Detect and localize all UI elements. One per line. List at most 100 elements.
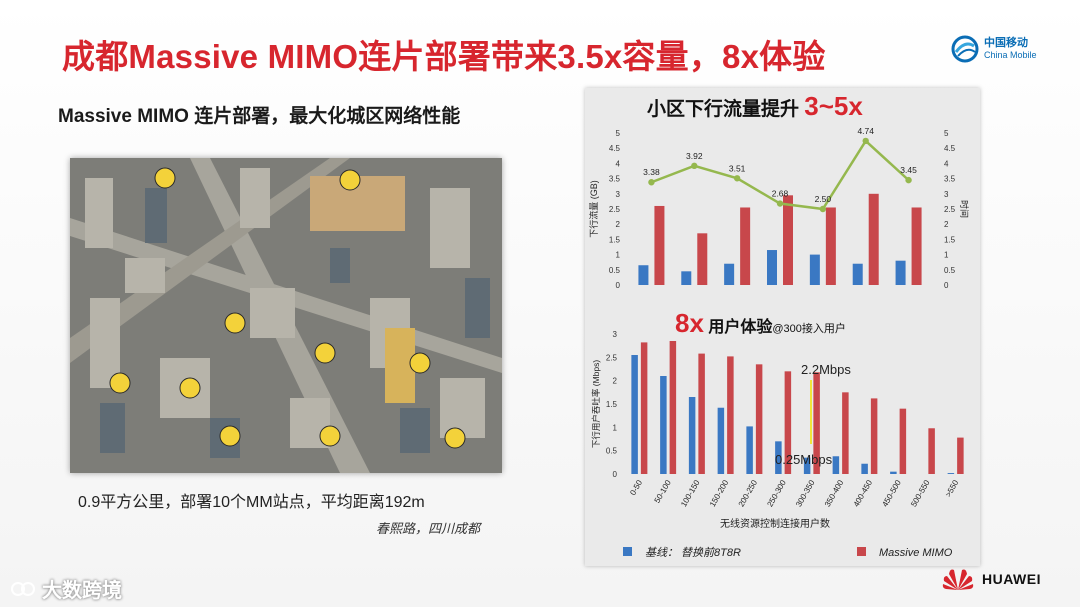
chart2-bar [870, 398, 878, 474]
chart2-ytick: 1 [613, 423, 618, 432]
chart2-ytick: 3 [613, 330, 618, 339]
chart1-bar [740, 207, 751, 285]
chart1-bar [852, 263, 863, 285]
chart1-line-label: 2.50 [815, 194, 832, 204]
chart2-bar [832, 456, 840, 474]
chart2-xtick: 350-400 [823, 478, 846, 508]
chart2-xtick: 500-550 [909, 478, 932, 508]
chart1-line-point [905, 176, 912, 184]
chart1-y2tick: 3 [944, 190, 949, 199]
chart2-xtick: 450-500 [880, 478, 903, 508]
chart1-line-point [862, 137, 869, 145]
huawei-text: HUAWEI [982, 571, 1041, 587]
chart1-y2tick: 1.5 [944, 235, 956, 244]
chart1-bar [868, 193, 879, 285]
chart2-bar [775, 441, 782, 474]
chart2-xtick: 400-450 [852, 478, 875, 508]
chart1-ytick: 3.5 [609, 175, 621, 184]
chart2-ytick: 1.5 [606, 400, 618, 409]
chart2-bar [631, 355, 638, 474]
legend-label-mm: Massive MIMO [879, 547, 953, 559]
chart2-annotation-high: 2.2Mbps [801, 362, 851, 377]
chart1-line-label: 4.74 [857, 126, 874, 136]
chart1-line-point [733, 175, 741, 182]
charts-svg: 小区下行流量提升 3~5x 5 5 4.5 4.5 4 4 3.5 3.5 3 3 2.5 2.5 2 2 1… [588, 91, 970, 559]
watermark: 大数跨境 [10, 574, 122, 603]
chart1-y2tick: 4.5 [944, 144, 956, 153]
chart2-bar [755, 364, 763, 474]
chart1-line-label: 3.38 [643, 167, 660, 177]
chart1-bar [809, 254, 820, 285]
left-subtitle: Massive MIMO 连片部署，最大化城区网络性能 [58, 106, 461, 127]
chart2-ytick: 2 [613, 377, 618, 386]
chart1-bar [724, 263, 735, 285]
chart1-y2tick: 2 [944, 220, 949, 229]
chart2-xtick: 300-350 [794, 478, 817, 508]
chart1-bar [825, 207, 836, 285]
chart2-ytick: 2.5 [606, 353, 618, 362]
watermark-icon [11, 581, 35, 596]
chart1-ytick: 0.5 [609, 266, 621, 275]
chart2-ylabel: 下行用户吞吐率 (Mbps) [591, 360, 601, 448]
chart2-bar [890, 471, 897, 474]
photo-caption: 0.9平方公里，部署10个MM站点，平均距离192m [78, 494, 425, 511]
chart2-bar [957, 437, 964, 474]
chart1-ytick: 2 [616, 220, 621, 229]
chart2-xtick: 0-50 [628, 478, 644, 497]
huawei-icon [942, 569, 974, 590]
legend-swatch-baseline [623, 547, 632, 556]
chart1-y2tick: 0 [944, 281, 949, 290]
brand-en: China Mobile [984, 50, 1037, 60]
chart2-xtick: 150-200 [708, 478, 731, 508]
chart1-bar [783, 195, 793, 285]
chart2-bar [803, 457, 811, 474]
chart2-ytick: 0 [613, 470, 618, 479]
chart1-y2tick: 1 [944, 251, 949, 260]
chart1-y2tick: 4 [944, 159, 949, 168]
chart1-y2tick: 2.5 [944, 205, 956, 214]
chart2-bar [861, 463, 868, 474]
chart1-ytick: 1 [616, 251, 621, 260]
chart2-bar [947, 473, 955, 474]
brand-cn: 中国移动 [984, 37, 1028, 49]
chart2-title: 8x 用户体验@300接入用户 [675, 308, 846, 338]
chart2-bar [640, 342, 648, 474]
aerial-city-photo [70, 158, 502, 473]
chart1-ytick: 4 [616, 159, 621, 168]
chart2-xtick: 50-100 [653, 478, 674, 505]
chart1-line-label: 3.45 [900, 165, 917, 175]
china-mobile-logo: 中国移动 China Mobile [950, 34, 1037, 64]
chart2-bar [717, 407, 725, 474]
slide-title: 成都Massive MIMO连片部署带来3.5x容量，8x体验 [62, 38, 826, 75]
photo-location: 春熙路，四川成都 [376, 521, 481, 536]
chart1-bar [654, 205, 665, 285]
chart2-xtick: 100-150 [679, 478, 702, 508]
watermark-text: 大数跨境 [42, 580, 122, 602]
chart1-line-label: 2.68 [772, 189, 789, 199]
chart1-y2tick: 3.5 [944, 175, 956, 184]
chart2-bar [660, 376, 667, 474]
chart1-ytick: 5 [616, 129, 621, 138]
chart2-xtick: 200-250 [737, 478, 760, 508]
china-mobile-icon [951, 35, 979, 63]
chart1-bar [895, 260, 906, 285]
chart1-ytick: 2.5 [609, 205, 621, 214]
chart1-line-point [776, 200, 784, 207]
chart2-bar [899, 408, 907, 474]
chart2-xlabel: 无线资源控制连接用户数 [720, 517, 830, 530]
chart2-bar [727, 356, 734, 474]
chart-panel: 小区下行流量提升 3~5x 5 5 4.5 4.5 4 4 3.5 3.5 3 3 2.5 2.5 2 2 1… [585, 88, 980, 566]
huawei-logo: HUAWEI [940, 566, 1041, 592]
chart1-bar [681, 271, 692, 285]
chart2-bar [784, 371, 792, 474]
chart1-bar [767, 250, 777, 285]
chart1-ytick: 0 [616, 281, 621, 290]
legend-label-baseline: 基线： 替换前8T8R [645, 546, 741, 559]
chart2-xtick: 250-300 [765, 478, 788, 508]
chart2-bar [669, 341, 677, 474]
legend-swatch-mm [857, 547, 866, 556]
chart1-title: 小区下行流量提升 3~5x [647, 91, 863, 121]
chart2-bar [698, 353, 705, 474]
chart1-line-point [648, 179, 655, 186]
chart2-bar [842, 392, 849, 474]
